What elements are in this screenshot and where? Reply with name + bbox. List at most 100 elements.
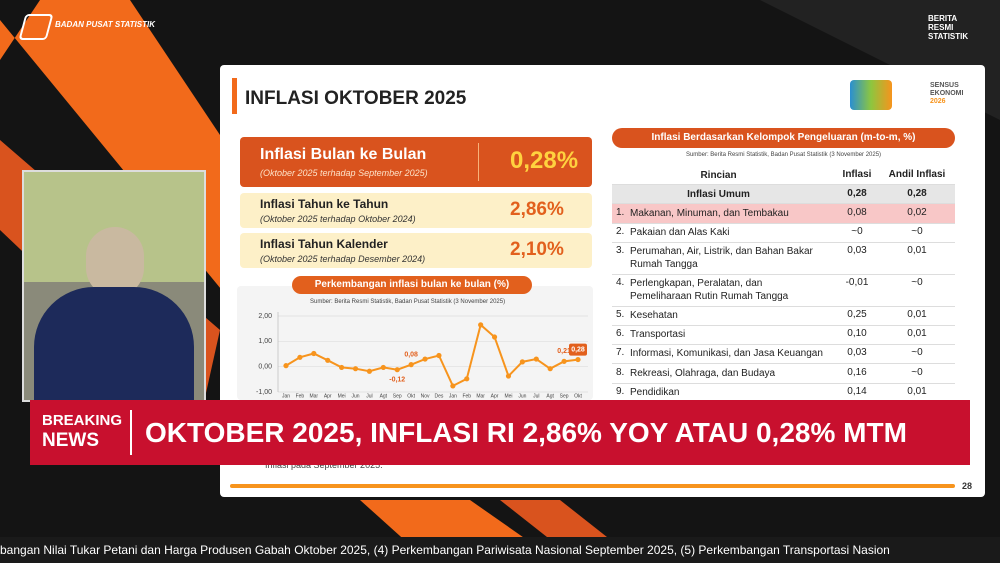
header-cell: Andil Inflasi xyxy=(888,169,946,180)
highlight-value: 2,86% xyxy=(510,199,564,220)
table-cell: 3. xyxy=(616,245,625,256)
logo-line: EKONOMI xyxy=(930,90,964,97)
x-tick-label: Nov xyxy=(421,393,430,399)
brand: BERITA RESMI STATISTIK xyxy=(928,14,968,41)
point xyxy=(394,367,400,373)
x-tick-label: Mei xyxy=(504,393,512,399)
slide-title: INFLASI OKTOBER 2025 xyxy=(245,88,467,109)
table-cell: 0,25 xyxy=(847,309,867,320)
table-row: 3. Perumahan, Air, Listrik, dan Bahan Bak… xyxy=(612,242,955,275)
point xyxy=(519,359,525,365)
table-cell: 0,03 xyxy=(847,347,867,358)
table-cell: ~0 xyxy=(911,277,923,288)
brand-line: RESMI xyxy=(928,23,954,32)
total-cell: 0,28 xyxy=(847,188,867,199)
table-cell: Pakaian dan Alas Kaki xyxy=(630,227,730,238)
highlight-box: Inflasi Tahun Kalender (Oktober 2025 ter… xyxy=(240,233,592,268)
highlight-label: Inflasi Tahun ke Tahun xyxy=(260,197,389,211)
point xyxy=(311,350,317,357)
table-cell: Pendidikan xyxy=(630,387,680,398)
table-cell: ~0 xyxy=(911,367,923,378)
point xyxy=(339,364,345,371)
footer-bar xyxy=(230,484,955,488)
footnote: Inflasi pada September 2025. xyxy=(265,460,383,470)
data-label: -0,12 xyxy=(389,377,405,384)
banner-divider xyxy=(130,410,132,455)
table-row: 5. Kesehatan 0,25 0,01 xyxy=(612,306,955,326)
table-title: Inflasi Berdasarkan Kelompok Pengeluaran… xyxy=(612,128,955,148)
table-cell: 2. xyxy=(616,226,625,237)
highlight-label: Inflasi Bulan ke Bulan xyxy=(260,146,427,163)
table-cell: 7. xyxy=(616,347,625,358)
table-cell: ~0 xyxy=(911,347,923,358)
label-box xyxy=(569,343,587,356)
person-body xyxy=(34,287,194,400)
highlight-period: (Oktober 2025 terhadap Desember 2024) xyxy=(260,254,426,264)
total-cell: Inflasi Umum xyxy=(687,189,750,200)
divider xyxy=(478,143,479,181)
table-cell: 5. xyxy=(616,309,625,320)
table-cell: 0,01 xyxy=(907,328,927,339)
table-source: Sumber: Berita Resmi Statistik, Badan Pu… xyxy=(685,152,882,158)
x-tick-label: Jul xyxy=(533,393,539,399)
table-cell: 0,01 xyxy=(907,309,927,320)
point xyxy=(422,356,428,362)
point xyxy=(283,363,289,369)
x-tick-label: Mar xyxy=(309,393,318,399)
x-tick-label: Feb xyxy=(462,393,471,399)
headline: OKTOBER 2025, INFLASI RI 2,86% YOY ATAU … xyxy=(145,417,907,448)
x-tick-label: Okt xyxy=(574,393,582,399)
table-cell: Makanan, Minuman, dan Tembakau xyxy=(630,208,789,219)
table-cell: 0,14 xyxy=(847,386,867,397)
highlight-period: (Oktober 2025 terhadap September 2025) xyxy=(260,168,428,178)
table-cell: Perumahan, Air, Listrik, dan Bahan Bakar… xyxy=(630,246,813,270)
table-header: Rincian Inflasi Andil Inflasi xyxy=(612,166,955,185)
data-label: 0,21 xyxy=(557,348,571,355)
point xyxy=(547,366,553,372)
table-cell: Informasi, Komunikasi, dan Jasa Keuangan xyxy=(630,348,823,359)
table-cell: 0,08 xyxy=(847,207,867,218)
table-cell: ~0 xyxy=(851,226,863,237)
x-tick-label: Sep xyxy=(393,393,402,399)
x-tick-label: Mei xyxy=(338,393,346,399)
table-cell: ~0 xyxy=(911,226,923,237)
table-cell: 1. xyxy=(616,207,625,218)
x-tick-label: Sep xyxy=(560,393,569,399)
x-tick-label: Jan xyxy=(449,393,457,399)
sensus-text: SENSUS EKONOMI 2026 xyxy=(930,82,963,106)
breaking-tag: BREAKING NEWS xyxy=(42,411,122,451)
x-tick-label: Agt xyxy=(546,393,554,399)
y-tick-label: 2,00 xyxy=(258,313,272,320)
logo-line: SENSUS xyxy=(930,82,959,89)
x-tick-label: Okt xyxy=(407,393,415,399)
x-tick-label: Jun xyxy=(518,393,526,399)
table-cell: 6. xyxy=(616,328,625,339)
header-cell: Inflasi xyxy=(842,169,872,180)
line xyxy=(285,323,579,388)
y-tick-label: -1,00 xyxy=(256,389,272,396)
table-cell: 4. xyxy=(616,277,625,288)
table-cell: 9. xyxy=(616,386,625,397)
chart-source: Sumber: Berita Resmi Statistik, Badan Pu… xyxy=(310,299,506,305)
data-label: 0,28 xyxy=(571,346,585,353)
x-tick-label: Des xyxy=(434,393,443,399)
x-tick-label: Apr xyxy=(491,393,499,399)
table-row: 2. Pakaian dan Alas Kaki ~0 ~0 xyxy=(612,223,955,243)
y-tick-label: 0,00 xyxy=(258,364,272,371)
table-cell: Transportasi xyxy=(630,329,686,340)
table-cell: Kesehatan xyxy=(630,310,678,321)
table-cell: Perlengkapan, Peralatan, dan Pemeliharaa… xyxy=(630,278,789,302)
title-accent xyxy=(232,78,237,114)
sensus-logo xyxy=(850,80,892,110)
org-name: BADAN PUSAT STATISTIK xyxy=(55,20,155,29)
point xyxy=(533,356,539,362)
table-row: 7. Informasi, Komunikasi, dan Jasa Keuang… xyxy=(612,344,955,364)
data-label: 0,08 xyxy=(404,351,418,358)
x-tick-label: Mar xyxy=(476,393,485,399)
x-tick-label: Agt xyxy=(380,393,388,399)
highlight-label: Inflasi Tahun Kalender xyxy=(260,237,388,251)
x-tick-label: Jan xyxy=(282,393,290,399)
point xyxy=(408,362,414,368)
